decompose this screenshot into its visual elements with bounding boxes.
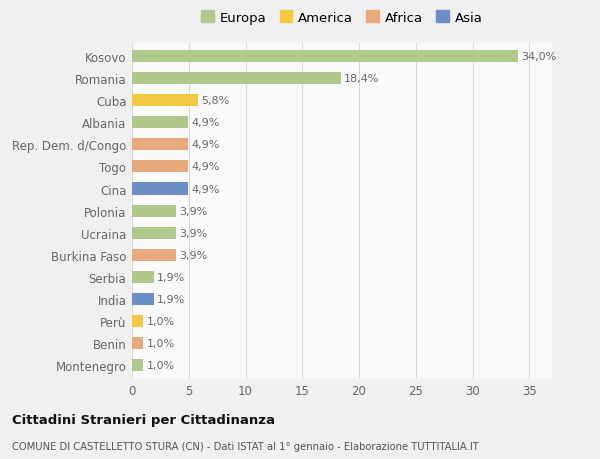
Bar [132, 139, 188, 151]
Text: 4,9%: 4,9% [191, 162, 220, 172]
Bar [132, 51, 518, 63]
Bar [132, 337, 143, 349]
Text: COMUNE DI CASTELLETTO STURA (CN) - Dati ISTAT al 1° gennaio - Elaborazione TUTTI: COMUNE DI CASTELLETTO STURA (CN) - Dati … [12, 441, 479, 451]
Bar [132, 315, 143, 327]
Text: 34,0%: 34,0% [521, 52, 557, 62]
Text: 4,9%: 4,9% [191, 118, 220, 128]
Text: 3,9%: 3,9% [179, 206, 208, 216]
Text: 1,0%: 1,0% [147, 338, 175, 348]
Bar [132, 271, 154, 283]
Bar [132, 161, 188, 173]
Bar [132, 227, 176, 239]
Text: 1,9%: 1,9% [157, 272, 185, 282]
Bar [132, 95, 198, 107]
Text: 4,9%: 4,9% [191, 184, 220, 194]
Bar [132, 117, 188, 129]
Text: 18,4%: 18,4% [344, 74, 380, 84]
Bar [132, 249, 176, 261]
Text: 1,0%: 1,0% [147, 360, 175, 370]
Bar [132, 183, 188, 195]
Text: 1,0%: 1,0% [147, 316, 175, 326]
Bar [132, 293, 154, 305]
Legend: Europa, America, Africa, Asia: Europa, America, Africa, Asia [196, 6, 488, 30]
Text: 4,9%: 4,9% [191, 140, 220, 150]
Bar [132, 205, 176, 217]
Text: 3,9%: 3,9% [179, 250, 208, 260]
Text: 3,9%: 3,9% [179, 228, 208, 238]
Text: 5,8%: 5,8% [201, 96, 229, 106]
Text: Cittadini Stranieri per Cittadinanza: Cittadini Stranieri per Cittadinanza [12, 413, 275, 426]
Bar [132, 359, 143, 371]
Bar [132, 73, 341, 85]
Text: 1,9%: 1,9% [157, 294, 185, 304]
